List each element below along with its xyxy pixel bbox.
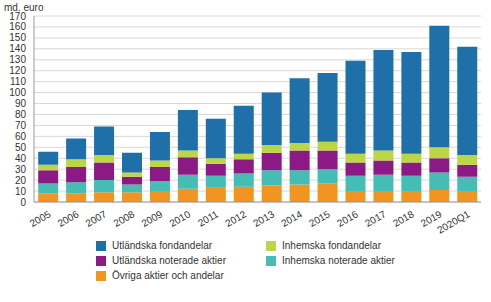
svg-text:160: 160	[9, 21, 26, 32]
svg-text:2016: 2016	[335, 208, 360, 229]
svg-text:100: 100	[9, 87, 26, 98]
svg-text:2008: 2008	[112, 208, 137, 229]
svg-text:70: 70	[15, 120, 27, 131]
svg-text:2005: 2005	[28, 208, 53, 229]
svg-text:2009: 2009	[139, 208, 164, 229]
svg-text:2015: 2015	[307, 208, 332, 229]
svg-text:2006: 2006	[56, 208, 81, 229]
svg-text:2019: 2019	[418, 208, 444, 229]
html-text:Övriga aktier och andelar: Övriga aktier och andelar	[112, 270, 224, 281]
svg-text:40: 40	[15, 153, 27, 164]
svg-text:2013: 2013	[251, 208, 276, 229]
svg-text:150: 150	[9, 32, 26, 43]
html-text:Utländska fondandelar: Utländska fondandelar	[112, 240, 213, 251]
svg-text:120: 120	[9, 65, 26, 76]
svg-text:2011: 2011	[196, 208, 221, 228]
svg-text:130: 130	[9, 54, 26, 65]
svg-text:90: 90	[15, 98, 27, 109]
svg-text:10: 10	[15, 186, 27, 197]
svg-text:30: 30	[15, 164, 27, 175]
svg-text:2018: 2018	[391, 208, 416, 229]
svg-text:2020Q1: 2020Q1	[435, 208, 472, 236]
svg-text:140: 140	[9, 43, 26, 54]
svg-text:170: 170	[9, 11, 26, 22]
svg-text:50: 50	[15, 142, 27, 153]
html-text:Inhemska fondandelar: Inhemska fondandelar	[282, 240, 381, 251]
svg-text:2010: 2010	[167, 208, 192, 229]
svg-text:2007: 2007	[84, 208, 109, 229]
html-text:md. euro: md. euro	[4, 2, 44, 13]
svg-text:2012: 2012	[223, 208, 248, 229]
svg-text:0: 0	[20, 197, 26, 208]
svg-text:2017: 2017	[363, 208, 388, 229]
svg-text:20: 20	[15, 175, 27, 186]
html-text:Utländska noterade aktier: Utländska noterade aktier	[112, 255, 226, 266]
svg-text:110: 110	[10, 76, 26, 87]
html-text:Inhemska noterade aktier: Inhemska noterade aktier	[282, 255, 395, 266]
svg-text:60: 60	[15, 131, 27, 142]
svg-text:80: 80	[15, 109, 27, 120]
svg-text:2014: 2014	[279, 208, 304, 229]
